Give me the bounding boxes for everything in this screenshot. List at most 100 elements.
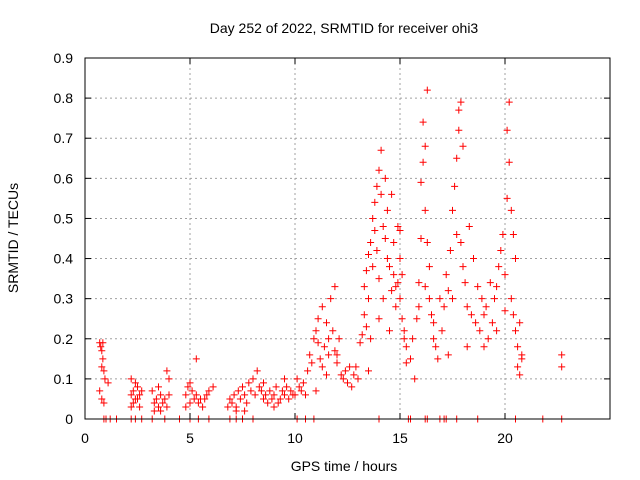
data-point [333,359,341,367]
y-tick-label: 0.5 [54,210,74,226]
data-point [270,391,278,399]
data-point [375,166,383,174]
data-point [228,399,236,407]
data-point [503,194,511,202]
data-point [459,142,467,150]
data-point [155,383,162,391]
data-point [98,363,106,371]
data-point [402,343,410,351]
data-point [129,399,137,407]
data-point [503,126,511,134]
data-point [186,399,194,407]
data-points [96,86,566,423]
data-point [465,222,473,230]
data-point [430,335,438,343]
data-point [480,311,488,319]
data-point [165,375,173,383]
data-point [255,383,263,391]
data-point [159,399,167,407]
data-point [407,355,414,363]
data-point [96,387,104,395]
data-point [488,319,496,327]
data-point [194,399,202,407]
data-point [98,347,106,355]
data-point [396,226,404,234]
data-point [472,319,480,327]
data-point [127,375,135,383]
data-point [234,387,242,395]
data-point [400,327,408,335]
data-point [482,303,490,311]
data-point [281,375,288,383]
y-tick-label: 0.4 [54,251,74,267]
data-point [514,363,522,371]
data-point [459,263,467,271]
x-tick-label: 20 [497,430,513,446]
data-point [134,395,141,403]
data-point [199,403,207,411]
data-point [455,106,463,114]
x-axis-label: GPS time / hours [291,458,398,474]
data-point [425,295,433,303]
data-point [516,371,524,379]
data-point [419,118,427,126]
data-point [444,351,452,359]
y-axis-label: SRMTID / TECUs [5,183,21,293]
data-point [518,355,526,363]
data-point [266,387,274,395]
data-point [318,303,326,311]
data-point [101,375,109,383]
data-point [188,387,196,395]
data-point [419,158,427,166]
data-point [507,295,515,303]
data-point [129,387,137,395]
data-point [474,283,482,291]
data-point [134,383,141,391]
data-point [400,335,408,343]
data-point [432,343,440,351]
axis-ticks: 0 0.1 0.2 0.3 0.4 0.5 0.6 0.7 0.8 0.9 0 5 10 15 20 [54,50,610,446]
data-point [495,263,503,271]
data-point [239,383,246,391]
data-point [362,323,370,331]
data-point [423,86,431,94]
y-tick-label: 0.3 [54,291,74,307]
data-point [192,391,200,399]
data-point [184,383,192,391]
data-point [558,363,566,371]
data-point [318,363,326,371]
y-tick-label: 0.6 [54,170,74,186]
y-tick-label: 0 [65,411,73,427]
data-point [224,403,232,411]
data-point [480,343,488,351]
data-point [276,395,284,403]
data-point [268,395,276,403]
data-point [507,206,515,214]
data-point [373,182,381,190]
data-point [314,315,322,323]
data-point [278,387,286,395]
data-point [186,379,194,387]
data-point [337,371,345,379]
data-point [417,178,425,186]
data-point [371,226,379,234]
data-point [375,275,383,283]
data-point [356,339,364,347]
data-point [392,303,400,311]
data-point [505,158,513,166]
data-point [312,387,320,395]
data-point [509,230,517,238]
data-point [274,399,282,407]
data-point [512,327,519,335]
data-point [152,395,160,403]
data-point [463,343,471,351]
data-point [421,206,429,214]
data-point [493,327,501,335]
data-point [241,407,249,415]
data-point [461,279,469,287]
grid [85,58,610,419]
data-point [365,295,372,303]
data-point [232,407,240,415]
data-point [383,206,391,214]
data-point [272,383,280,391]
